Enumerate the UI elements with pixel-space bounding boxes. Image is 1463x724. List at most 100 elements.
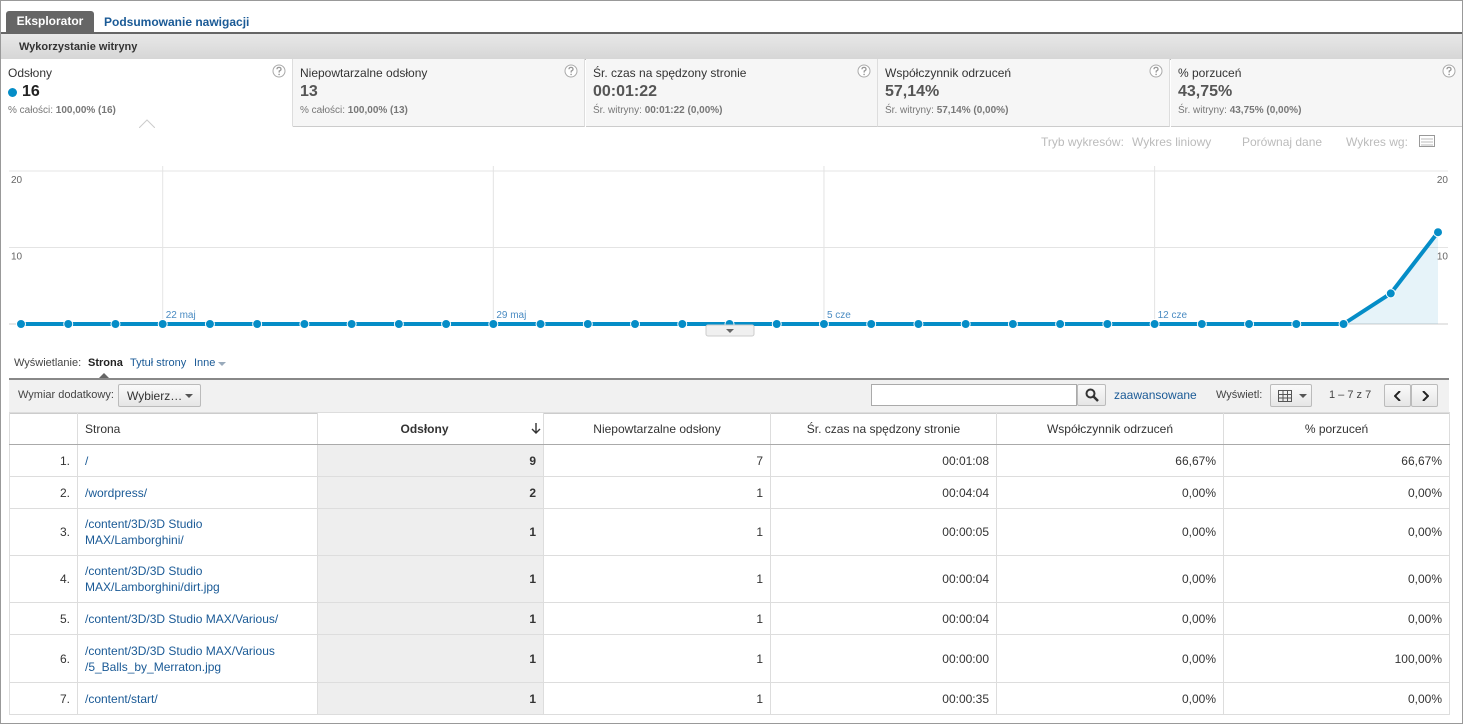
sub-value: 43,75% (0,00%) [1229,105,1302,116]
prev-button[interactable] [1384,384,1411,407]
sub-label: Śr. witryny: [1178,105,1227,116]
point [1149,319,1160,329]
chart-option[interactable]: Porównaj dane [1242,135,1323,149]
point [818,319,829,329]
page-link[interactable]: MAX/Lamborghini/ [85,533,184,547]
next-button[interactable] [1411,384,1438,407]
selected-pointer [139,119,155,128]
metric-cell: 0,00% [1223,508,1450,556]
button-text: Wybierz… [127,389,183,403]
page-link[interactable]: /content/3D/3D Studio MAX/Various [85,643,275,658]
selected-pointer [98,373,110,379]
metric-cell: 0,00% [996,602,1224,635]
dropdown-arrow [218,362,226,366]
chart-handle-arrow [726,329,734,333]
point [346,319,357,329]
point [1433,227,1443,238]
tab[interactable]: Podsumowanie nawigacji [104,15,250,29]
page-link[interactable]: /content/3D/3D Studio [85,564,203,578]
y2-tick-label: 10 [1437,252,1449,263]
scorecard[interactable]: Śr. czas na spędzony stronie 00:01:22 Śr. … [586,59,878,127]
sub-label: Śr. witryny: [593,105,642,116]
page-cell[interactable]: /content/start/ [77,682,318,715]
chart-by-icon [1419,135,1435,147]
metric-cell: 0,00% [996,508,1224,556]
scorecard-value: 16 [22,83,40,100]
point [157,319,168,329]
point [1055,319,1066,329]
chevron-right [1422,391,1429,401]
metric-cell: 0,00% [1223,555,1450,603]
toolbar-label: Wymiar dodatkowy: [18,389,114,401]
header-cell [9,412,78,445]
series-dot [8,88,17,97]
point [1102,319,1113,329]
view-option[interactable]: Inne [194,357,216,369]
metric-cell: 1 [543,682,771,715]
page-link[interactable]: /wordpress/ [85,485,148,500]
scorecard[interactable]: % porzuceń 43,75% Śr. witryny: 43,75% (0,0… [1171,59,1462,127]
page-link[interactable]: /content/3D/3D Studio MAX/Various/ [85,611,279,626]
header-cell[interactable]: Odsłony [317,412,544,445]
point [677,319,688,329]
point [1338,319,1349,329]
metric-cell: 0,00% [996,555,1224,603]
scorecard[interactable]: Współczynnik odrzuceń 57,14% Śr. witryny: … [878,59,1170,127]
metric-cell: 2 [317,476,544,509]
page-cell[interactable]: /wordpress/ [77,476,318,509]
row-index: 7. [9,682,78,715]
page-link[interactable]: MAX/Lamborghini/dirt.jpg [85,580,220,594]
search-input[interactable] [871,384,1077,406]
table-row: 4. /content/3D/3D Studio MAX/Lamborghini/d… [9,555,1450,603]
header-cell[interactable]: % porzuceń [1223,412,1450,445]
point [204,319,215,329]
dimension-button[interactable]: Wybierz… [118,384,201,407]
data-table: Strona Odsłony Niepowtarzalne odsłony Śr. c… [9,412,1450,715]
page-cell[interactable]: /content/3D/3D Studio MAX/Various/5_Ball… [77,634,318,683]
advanced-link[interactable]: zaawansowane [1114,388,1197,402]
scorecard[interactable]: Odsłony 16 % całości: 100,00% (16) [1,59,293,127]
metric-cell: 00:00:04 [770,602,997,635]
point [1291,319,1302,329]
page-link[interactable]: /content/start/ [85,691,158,706]
page-link[interactable]: /5_Balls_by_Merraton.jpg [85,659,222,674]
search-button[interactable] [1077,384,1106,406]
point [771,319,782,329]
chart-option[interactable]: Wykres liniowy [1132,135,1212,149]
page-link[interactable]: / [85,453,89,468]
toolbar-label: Wyświetl: [1216,389,1263,401]
view-option[interactable]: Tytuł strony [130,357,187,369]
point [16,319,26,329]
view-option[interactable]: Strona [88,357,123,369]
sub-value: 100,00% (13) [347,105,408,116]
point [110,319,121,329]
metric-cell: 100,00% [1223,634,1450,683]
page-link[interactable]: /content/3D/3D Studio [85,517,203,531]
header-cell[interactable]: Współczynnik odrzuceń [996,412,1224,445]
metric-cell: 00:04:04 [770,476,997,509]
page-cell[interactable]: /content/3D/3D Studio MAX/Lamborghini/dir… [77,555,318,603]
sub-value: 00:01:22 (0,00%) [644,105,723,116]
x-tick-label: 22 maj [166,310,196,321]
metric-cell: 1 [543,476,771,509]
table-icon [1278,390,1292,402]
sub-label: % całości: [300,105,346,116]
page-cell[interactable]: /content/3D/3D Studio MAX/Various/ [77,602,318,635]
page-cell[interactable]: / [77,444,318,477]
metric-cell: 00:00:00 [770,634,997,683]
header-cell[interactable]: Śr. czas na spędzony stronie [770,412,997,445]
tab-active[interactable]: Eksplorator [6,11,94,32]
section-title: Wykorzystanie witryny [19,41,138,53]
page-cell[interactable]: /content/3D/3D Studio MAX/Lamborghini/ [77,508,318,556]
help-icon [857,64,871,78]
display-button[interactable] [1270,384,1312,407]
sub-label: Śr. witryny: [885,105,934,116]
header-cell[interactable]: Strona [77,412,318,445]
y-tick-label: 10 [11,252,23,263]
header-cell[interactable]: Niepowtarzalne odsłony [543,412,771,445]
sub-value: 100,00% (16) [55,105,116,116]
metric-cell: 0,00% [996,682,1224,715]
scorecard[interactable]: Niepowtarzalne odsłony 13 % całości: 100,0… [293,59,585,127]
scorecard-sub: % całości: 100,00% (16) [8,105,116,116]
